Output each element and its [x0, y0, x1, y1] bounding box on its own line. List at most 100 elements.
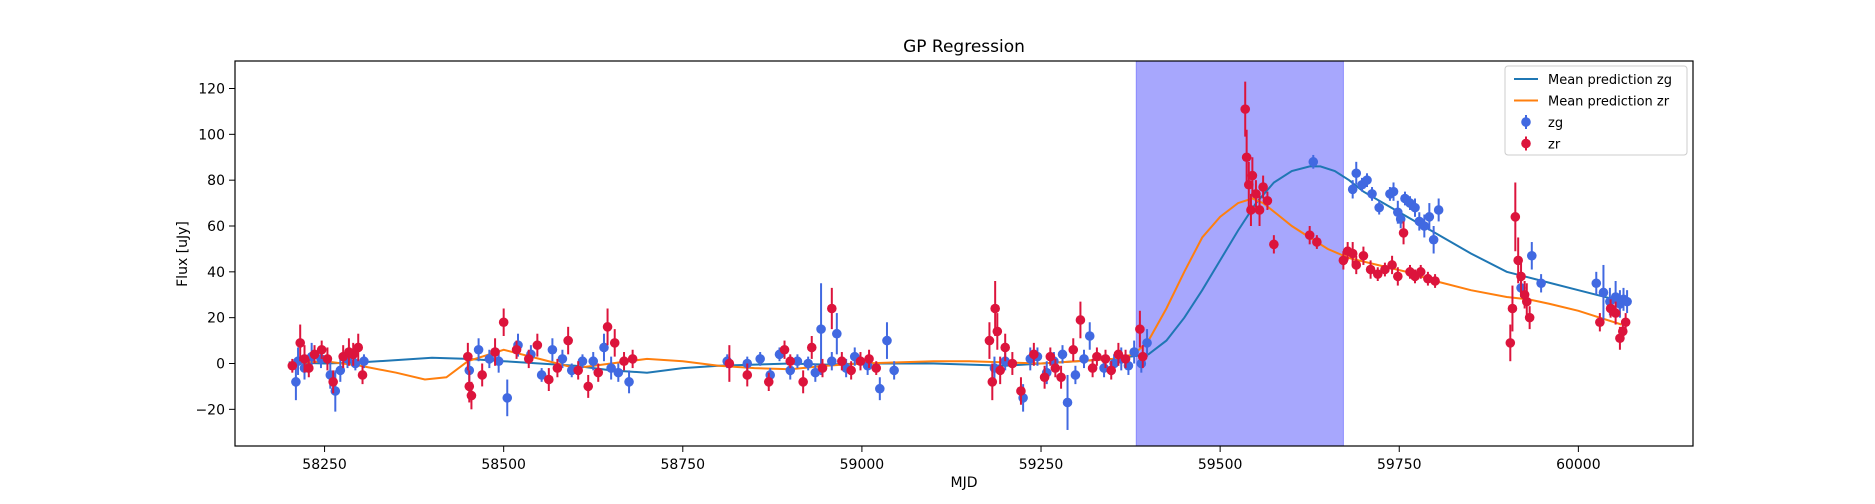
data-point — [1428, 234, 1439, 245]
data-point — [1620, 317, 1631, 328]
data-point — [798, 377, 808, 387]
legend-marker-swatch — [1521, 138, 1531, 149]
data-point — [827, 303, 837, 314]
data-point — [1510, 212, 1521, 222]
data-point — [1387, 260, 1397, 270]
y-tick-label: 100 — [198, 127, 225, 143]
data-point — [624, 377, 634, 387]
data-point — [502, 393, 513, 403]
data-point — [1433, 205, 1444, 215]
data-point — [1351, 168, 1362, 179]
data-point — [803, 358, 813, 369]
x-axis-label: MJD — [951, 475, 978, 491]
data-point — [1247, 170, 1258, 181]
data-point — [322, 354, 333, 364]
data-point — [995, 365, 1005, 376]
data-point — [1120, 354, 1131, 364]
data-point — [1056, 372, 1066, 383]
data-point — [627, 354, 638, 364]
data-point — [984, 335, 995, 346]
data-point — [1365, 264, 1376, 275]
data-point — [806, 342, 817, 353]
data-point — [1129, 347, 1139, 357]
data-point — [1524, 312, 1535, 323]
data-point — [1505, 338, 1516, 348]
data-point — [490, 347, 500, 357]
y-tick-label: −20 — [195, 402, 225, 418]
data-point — [463, 351, 473, 362]
legend-label: Mean prediction zg — [1548, 73, 1672, 88]
data-point — [1430, 276, 1440, 286]
data-point — [1087, 363, 1098, 373]
data-point — [1050, 363, 1061, 373]
data-point — [1029, 349, 1039, 360]
data-point — [1100, 354, 1111, 364]
data-point — [1007, 358, 1018, 369]
data-point — [1521, 296, 1532, 307]
data-point — [882, 335, 892, 346]
data-point — [593, 367, 604, 378]
data-point — [990, 303, 1000, 314]
data-point — [1246, 205, 1256, 215]
data-point — [816, 324, 826, 334]
shaded-region — [1135, 60, 1344, 447]
data-point — [602, 322, 613, 332]
data-point — [846, 365, 856, 376]
data-point — [287, 360, 298, 371]
data-point — [1262, 195, 1273, 206]
data-point — [785, 365, 796, 376]
data-point — [316, 344, 327, 355]
data-point — [1092, 351, 1102, 362]
data-point — [1610, 292, 1621, 302]
data-point — [1374, 202, 1384, 213]
data-point — [1367, 189, 1377, 199]
y-tick-label: 40 — [207, 265, 225, 281]
data-point — [1308, 157, 1319, 167]
data-point — [473, 344, 484, 355]
data-point — [291, 377, 301, 387]
data-point — [464, 381, 475, 392]
data-point — [577, 356, 588, 367]
data-point — [1240, 104, 1251, 114]
data-point — [785, 356, 796, 367]
data-point — [1304, 230, 1315, 240]
data-point — [763, 377, 774, 387]
data-point — [1251, 189, 1261, 199]
data-point — [357, 370, 368, 380]
data-point — [1380, 264, 1390, 275]
data-point — [1070, 370, 1081, 380]
axes-frame — [234, 60, 1694, 447]
data-point — [1137, 351, 1148, 362]
x-tick-label: 59500 — [1198, 457, 1243, 473]
data-point — [1312, 237, 1322, 247]
data-point — [1000, 342, 1010, 353]
data-point — [303, 363, 314, 373]
data-point — [1079, 354, 1089, 364]
legend-label: zg — [1548, 116, 1563, 131]
data-point — [1526, 250, 1537, 261]
data-point — [583, 381, 594, 392]
data-point — [619, 356, 629, 367]
data-point — [1372, 269, 1383, 279]
data-point — [511, 344, 522, 355]
data-point — [1113, 349, 1124, 360]
chart-title: GP Regression — [903, 37, 1025, 57]
data-point — [498, 317, 509, 328]
data-point — [353, 342, 364, 353]
data-point — [544, 374, 554, 385]
data-point — [1415, 267, 1426, 277]
data-point — [606, 363, 616, 373]
data-point — [1598, 287, 1609, 298]
data-point — [536, 370, 547, 380]
data-point — [1045, 351, 1056, 362]
data-point — [1362, 175, 1372, 185]
data-point — [1241, 152, 1252, 163]
data-point — [1016, 386, 1026, 396]
data-point — [987, 377, 998, 387]
data-point — [1254, 205, 1265, 215]
data-point — [864, 354, 874, 364]
data-point — [613, 367, 624, 378]
data-point — [1347, 248, 1358, 259]
